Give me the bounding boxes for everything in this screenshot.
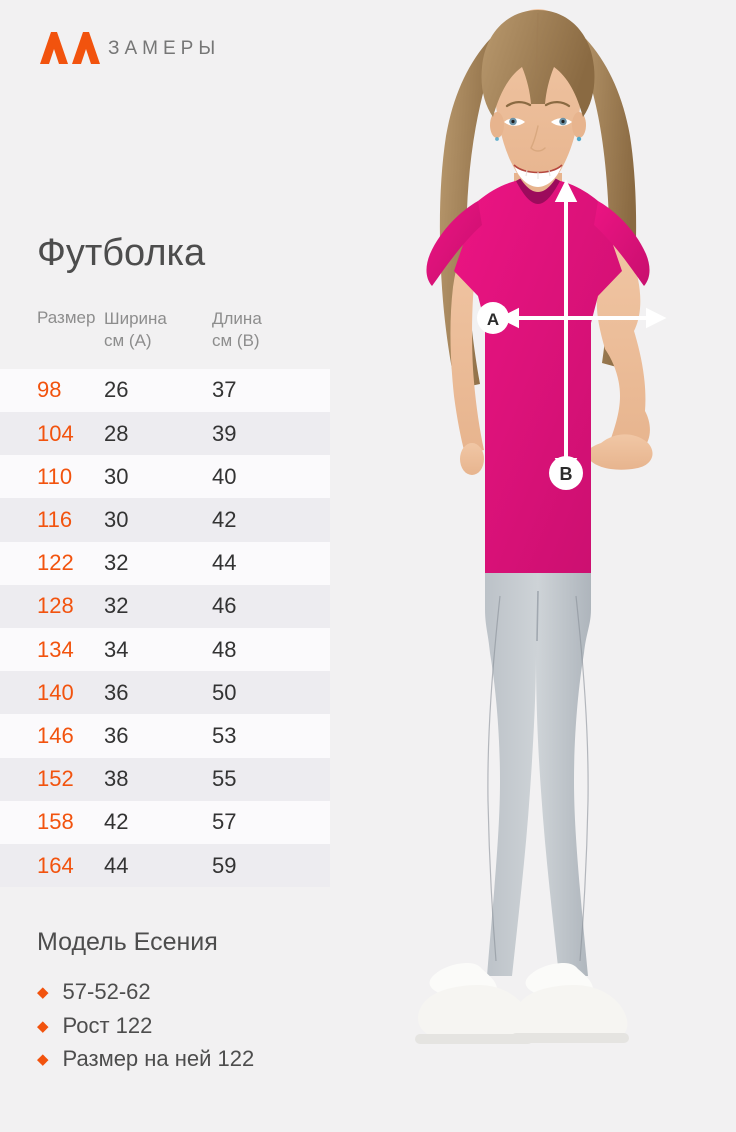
svg-text:B: B	[560, 464, 573, 484]
svg-text:A: A	[487, 310, 499, 329]
